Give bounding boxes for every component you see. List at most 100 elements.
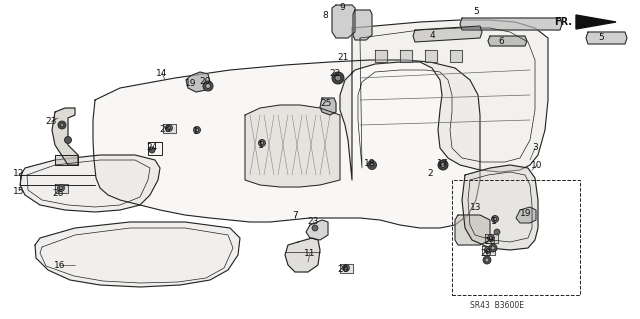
Text: 14: 14 — [156, 69, 168, 78]
Text: 17: 17 — [437, 159, 449, 167]
Text: 22: 22 — [330, 69, 340, 78]
Text: 21: 21 — [337, 53, 349, 62]
Circle shape — [58, 184, 65, 191]
Circle shape — [335, 75, 341, 81]
Circle shape — [492, 216, 499, 222]
Circle shape — [367, 160, 376, 169]
Circle shape — [344, 266, 348, 270]
Polygon shape — [400, 50, 412, 62]
Text: 26: 26 — [159, 125, 171, 135]
Circle shape — [440, 162, 445, 167]
Text: 12: 12 — [13, 168, 25, 177]
Polygon shape — [52, 108, 78, 165]
Text: 7: 7 — [292, 211, 298, 219]
Text: 5: 5 — [598, 33, 604, 42]
Text: 3: 3 — [532, 144, 538, 152]
Circle shape — [370, 163, 374, 167]
Text: 15: 15 — [13, 187, 25, 196]
Text: 1: 1 — [491, 217, 497, 226]
Circle shape — [491, 246, 495, 250]
Polygon shape — [485, 234, 498, 243]
Circle shape — [484, 247, 492, 254]
Text: 18: 18 — [364, 159, 376, 167]
Polygon shape — [375, 50, 387, 62]
Text: 24: 24 — [147, 144, 157, 152]
Polygon shape — [425, 50, 437, 62]
Polygon shape — [516, 207, 536, 223]
Polygon shape — [55, 155, 78, 165]
Circle shape — [166, 124, 173, 131]
Circle shape — [195, 129, 198, 131]
Text: 1: 1 — [193, 128, 199, 137]
Polygon shape — [586, 32, 627, 44]
Text: 10: 10 — [531, 160, 543, 169]
Circle shape — [193, 127, 200, 133]
Polygon shape — [482, 246, 495, 255]
Text: 23: 23 — [307, 217, 319, 226]
Text: 1: 1 — [258, 140, 264, 150]
Circle shape — [490, 236, 493, 240]
Text: 13: 13 — [470, 203, 482, 211]
Circle shape — [485, 258, 489, 262]
Text: 4: 4 — [429, 32, 435, 41]
Polygon shape — [20, 155, 160, 212]
Circle shape — [60, 123, 64, 127]
Circle shape — [58, 121, 66, 129]
Text: 16: 16 — [54, 261, 66, 270]
Polygon shape — [285, 238, 320, 272]
Polygon shape — [93, 60, 480, 228]
Text: 23: 23 — [45, 117, 57, 127]
Circle shape — [494, 229, 500, 235]
Polygon shape — [35, 222, 240, 287]
Circle shape — [483, 256, 491, 264]
Circle shape — [149, 147, 155, 153]
Text: SR43  B3600E: SR43 B3600E — [470, 300, 524, 309]
Text: 8: 8 — [322, 11, 328, 19]
Text: 26: 26 — [480, 249, 492, 257]
Circle shape — [438, 160, 448, 170]
Circle shape — [260, 142, 264, 145]
Circle shape — [65, 137, 72, 144]
Circle shape — [312, 225, 318, 231]
Polygon shape — [245, 105, 340, 187]
Polygon shape — [186, 72, 210, 92]
Polygon shape — [455, 215, 490, 245]
Circle shape — [168, 127, 170, 130]
Polygon shape — [450, 50, 462, 62]
Polygon shape — [55, 184, 68, 193]
Text: 25: 25 — [320, 99, 332, 108]
Circle shape — [203, 81, 213, 91]
Text: 6: 6 — [498, 38, 504, 47]
Circle shape — [205, 84, 211, 88]
Bar — [452, 180, 580, 295]
Polygon shape — [340, 264, 353, 273]
Polygon shape — [413, 26, 482, 42]
Circle shape — [342, 264, 349, 271]
Polygon shape — [332, 5, 355, 38]
Text: 5: 5 — [473, 8, 479, 17]
Circle shape — [493, 218, 497, 220]
Polygon shape — [488, 36, 527, 46]
Circle shape — [259, 139, 266, 146]
Text: 26: 26 — [484, 236, 496, 246]
Circle shape — [332, 72, 344, 84]
Polygon shape — [462, 165, 538, 250]
Text: 20: 20 — [199, 78, 211, 86]
Polygon shape — [353, 10, 372, 40]
Text: 9: 9 — [339, 4, 345, 12]
Polygon shape — [163, 124, 176, 133]
Circle shape — [60, 187, 63, 189]
Text: 19: 19 — [185, 78, 196, 87]
Polygon shape — [460, 18, 562, 30]
Polygon shape — [306, 220, 328, 240]
Text: 26: 26 — [337, 265, 349, 275]
Text: 26: 26 — [52, 189, 64, 197]
Polygon shape — [576, 15, 616, 29]
Circle shape — [488, 234, 495, 241]
Text: 19: 19 — [520, 209, 532, 218]
Polygon shape — [340, 20, 548, 180]
Text: 11: 11 — [304, 249, 316, 257]
Circle shape — [489, 244, 497, 252]
Polygon shape — [320, 98, 336, 115]
Circle shape — [486, 249, 490, 251]
